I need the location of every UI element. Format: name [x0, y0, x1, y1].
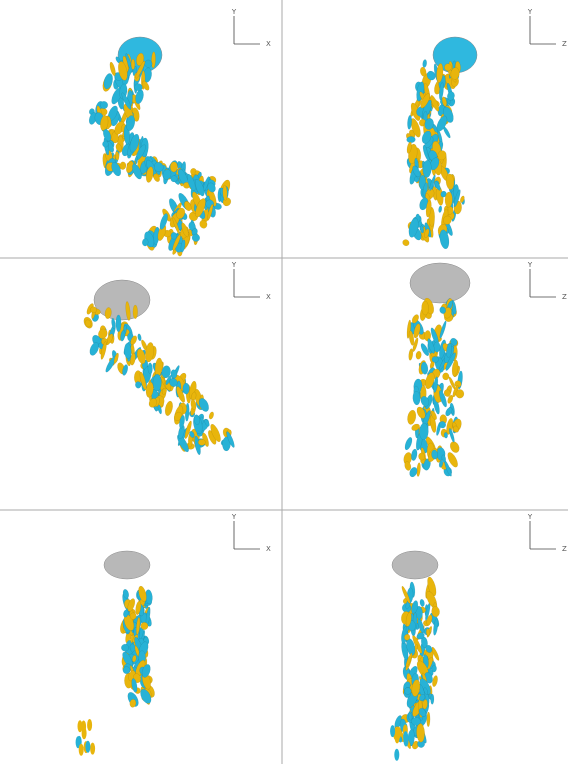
vortex-blob [444, 432, 448, 438]
axis-label-vertical: Y [527, 513, 533, 521]
vortex-blob [116, 315, 121, 332]
vortex-blob [411, 717, 420, 726]
vortex-blob [102, 141, 108, 148]
vortex-blob [119, 162, 126, 170]
vortex-blob [183, 383, 190, 394]
background [0, 0, 568, 764]
axis-label-horizontal: Z [562, 293, 567, 301]
vortex-blob [171, 232, 177, 239]
axis-label-vertical: Y [231, 8, 237, 16]
axis-label-horizontal: Z [562, 545, 567, 553]
vortex-blob [406, 136, 415, 143]
axis-label-vertical: Y [231, 261, 237, 269]
vortex-blob [131, 59, 135, 70]
vortex-blob [90, 743, 95, 755]
axis-label-vertical: Y [527, 261, 533, 269]
vortex-blob [394, 749, 399, 761]
vortex-blob [85, 741, 90, 753]
axis-label-horizontal: X [266, 293, 271, 301]
vortex-blob [395, 731, 400, 743]
vortex-blob [443, 373, 450, 380]
vortex-blob [431, 694, 435, 704]
bluff-body [410, 263, 470, 303]
vortex-blob [87, 719, 92, 731]
vortex-blob [78, 720, 83, 732]
axis-label-horizontal: Z [562, 40, 567, 48]
bluff-body [104, 551, 150, 579]
vortex-blob [153, 374, 162, 391]
vortex-blob [133, 305, 138, 319]
vortex-blob [130, 612, 137, 619]
bluff-body [392, 551, 438, 579]
vortex-blob [426, 629, 430, 636]
vortex-blob [148, 363, 153, 375]
axis-label-horizontal: X [266, 545, 271, 553]
axis-label-horizontal: X [266, 40, 271, 48]
axis-label-vertical: Y [231, 513, 237, 521]
axis-label-vertical: Y [527, 8, 533, 16]
vortex-blob [390, 725, 395, 737]
bluff-body [94, 280, 150, 320]
vortex-blob [403, 731, 408, 743]
vortex-blob [170, 162, 178, 173]
vortex-blob [432, 665, 437, 672]
vortex-blob [79, 744, 84, 756]
vortex-blob [198, 439, 206, 446]
figure: Y X Y Z Y X Y Z Y X Y Z [0, 0, 568, 764]
vortex-blob [142, 238, 149, 246]
vortex-blob [427, 712, 431, 727]
